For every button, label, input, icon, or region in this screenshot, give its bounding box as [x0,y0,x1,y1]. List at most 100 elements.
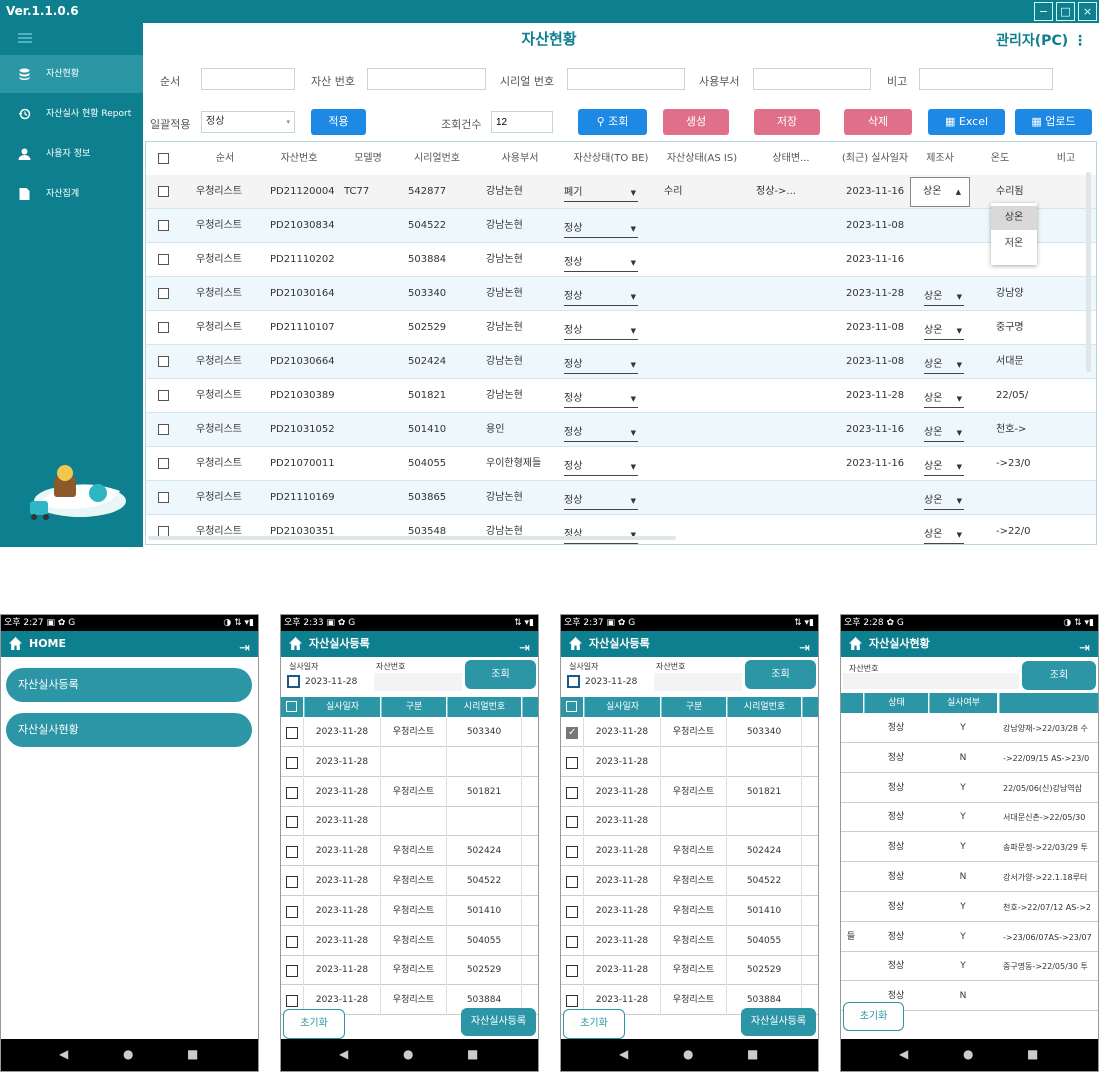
asset-status-select[interactable]: 정상 ▼ [564,526,638,544]
asset-status-select[interactable]: 정상 ▼ [564,458,638,476]
table-row[interactable]: 2023-11-28 [281,747,538,777]
back-icon[interactable]: ◀ [619,1047,629,1061]
asset-status-select[interactable]: 정상 ▼ [564,254,638,272]
apply-button[interactable]: 적용 [311,109,366,135]
row-checkbox[interactable] [158,424,169,435]
serial-input[interactable] [567,68,685,90]
column-header[interactable]: 제조사 [926,153,954,164]
vertical-scrollbar[interactable] [1086,172,1091,372]
table-row[interactable]: 2023-11-28 우청리스트 502424 [561,837,818,867]
row-checkbox[interactable] [566,846,578,859]
register-button[interactable]: 자산실사등록 [741,1008,816,1036]
table-row[interactable]: 우청리스트 PD21110107 502529 강남논현 정상 ▼ 2023-11-08 상온… [146,311,1096,345]
row-checkbox[interactable] [286,786,298,799]
temperature-select[interactable]: 상온 ▼ [924,356,964,374]
temperature-select[interactable]: 상온 ▼ [924,288,964,306]
select-all-checkbox[interactable] [566,701,577,712]
logout-icon[interactable]: ⇥ [239,641,250,656]
home-nav-icon[interactable]: ● [403,1047,414,1061]
temperature-select[interactable]: 상온 ▼ [924,322,964,340]
upload-button[interactable]: ▦ 업로드 [1015,109,1092,135]
table-row[interactable]: 들 정상 Y ->23/06/07AS->23/07 [841,923,1098,952]
logout-icon[interactable]: ⇥ [799,641,810,656]
table-row[interactable]: 정상 N ->22/09/15 AS->23/0 [841,744,1098,773]
table-row[interactable]: 우청리스트 PD21030351 503548 강남논현 정상 ▼ 상온 ▼ ->22/0 [146,515,1096,544]
asset-no-input[interactable] [374,673,462,691]
user-menu[interactable]: 관리자(PC) ⋮ [996,30,1087,50]
table-row[interactable]: 정상 Y 강남양재->22/03/28 수 [841,714,1098,743]
table-row[interactable]: 정상 Y 22/05/06(신)강남역삼 [841,774,1098,803]
asset-status-select[interactable]: 정상 ▼ [564,322,638,340]
asset-no-input[interactable] [654,673,742,691]
recents-icon[interactable]: ■ [467,1047,479,1061]
row-checkbox[interactable] [566,995,578,1008]
table-row[interactable]: 2023-11-28 우청리스트 502529 [281,956,538,986]
table-row[interactable]: 2023-11-28 우청리스트 504522 [281,867,538,896]
note-input[interactable] [919,68,1053,90]
table-row[interactable]: 우청리스트 PD21030164 503340 강남논현 정상 ▼ 2023-11-28 상온… [146,277,1096,311]
maximize-button[interactable]: □ [1056,2,1075,21]
temperature-select[interactable]: 상온 ▼ [924,458,964,476]
hamburger-menu-icon[interactable] [18,33,32,43]
asset-status-select[interactable]: 정상 ▼ [564,492,638,510]
search-button[interactable]: ⚲ 조회 [578,109,647,135]
dropdown-option-low-temp[interactable]: 저온 [1004,238,1024,249]
row-checkbox[interactable] [566,935,578,948]
dropdown-option-room-temp[interactable]: 상온 [991,206,1037,230]
column-header[interactable]: 온도 [990,153,1010,164]
row-checkbox[interactable] [566,965,578,978]
row-checkbox[interactable] [286,846,298,859]
table-row[interactable]: 정상 Y 송파문정->22/03/29 투 [841,833,1098,863]
row-checkbox[interactable] [158,220,169,231]
seq-input[interactable] [201,68,295,90]
column-header[interactable]: 자산번호 [280,153,318,164]
asset-audit-register-button[interactable]: 자산실사등록 [6,668,252,702]
table-row[interactable]: 2023-11-28 우청리스트 503884 [561,986,818,1016]
row-checkbox[interactable] [286,727,298,739]
select-all-checkbox[interactable] [158,153,169,164]
table-row[interactable]: 2023-11-28 우청리스트 501410 [561,896,818,926]
table-row[interactable]: 우청리스트 PD21030389 501821 강남논현 정상 ▼ 2023-11-28 상온… [146,379,1096,413]
asset-audit-status-button[interactable]: 자산실사현황 [6,713,252,747]
close-button[interactable]: × [1078,2,1097,21]
table-row[interactable]: 2023-11-28 우청리스트 501821 [561,777,818,807]
asset-status-select[interactable]: 정상 ▼ [564,356,638,374]
temperature-select[interactable]: 상온 ▼ [924,492,964,510]
table-row[interactable]: 정상 Y 천호->22/07/12 AS->2 [841,893,1098,922]
logout-icon[interactable]: ⇥ [1079,641,1090,656]
count-input[interactable] [491,111,553,133]
table-row[interactable]: 2023-11-28 우청리스트 501410 [281,896,538,926]
sidebar-item-audit-report[interactable]: 자산실사 현황 Report [0,95,143,133]
row-checkbox[interactable] [566,786,578,799]
asset-status-select[interactable]: 정상 ▼ [564,288,638,306]
dept-input[interactable] [753,68,871,90]
column-header[interactable]: 시리얼번호 [414,153,460,164]
reset-button[interactable]: 초기화 [843,1002,904,1031]
table-row[interactable]: 2023-11-28 우청리스트 504522 [561,867,818,896]
row-checkbox[interactable] [158,492,169,503]
temperature-select[interactable]: 상온 ▲ [910,177,970,207]
column-header[interactable]: 비고 [1056,153,1076,164]
asset-status-select[interactable]: 정상 ▼ [564,424,638,442]
home-nav-icon[interactable]: ● [123,1047,134,1061]
excel-button[interactable]: ▦ Excel [928,109,1005,135]
row-checkbox[interactable] [158,322,169,333]
table-row[interactable]: 우청리스트 PD21030664 502424 강남논현 정상 ▼ 2023-11-08 상온… [146,345,1096,379]
table-row[interactable]: 정상 Y 중구명동->22/05/30 투 [841,952,1098,982]
date-picker[interactable]: 2023-11-28 [287,673,373,691]
temperature-select[interactable]: 상온 ▼ [924,424,964,442]
row-checkbox[interactable] [566,816,578,829]
row-checkbox[interactable] [286,995,298,1008]
table-row[interactable]: 우청리스트 PD21120004 TC77 542877 강남논현 폐기 ▼ 수리 정상->..… [146,175,1096,209]
table-row[interactable]: 2023-11-28 우청리스트 502424 [281,837,538,867]
sidebar-item-asset-status[interactable]: 자산현황 [0,55,143,93]
more-vert-icon[interactable]: ⋮ [1073,33,1087,49]
minimize-button[interactable]: − [1034,2,1053,21]
register-button[interactable]: 자산실사등록 [461,1008,536,1036]
table-row[interactable]: 2023-11-28 [561,807,818,837]
table-row[interactable]: 정상 N [841,982,1098,1012]
row-checkbox[interactable] [158,254,169,265]
asset-status-select[interactable]: 정상 ▼ [564,390,638,408]
row-checkbox[interactable] [286,905,298,918]
table-row[interactable]: 2023-11-28 우청리스트 503340 [281,718,538,747]
